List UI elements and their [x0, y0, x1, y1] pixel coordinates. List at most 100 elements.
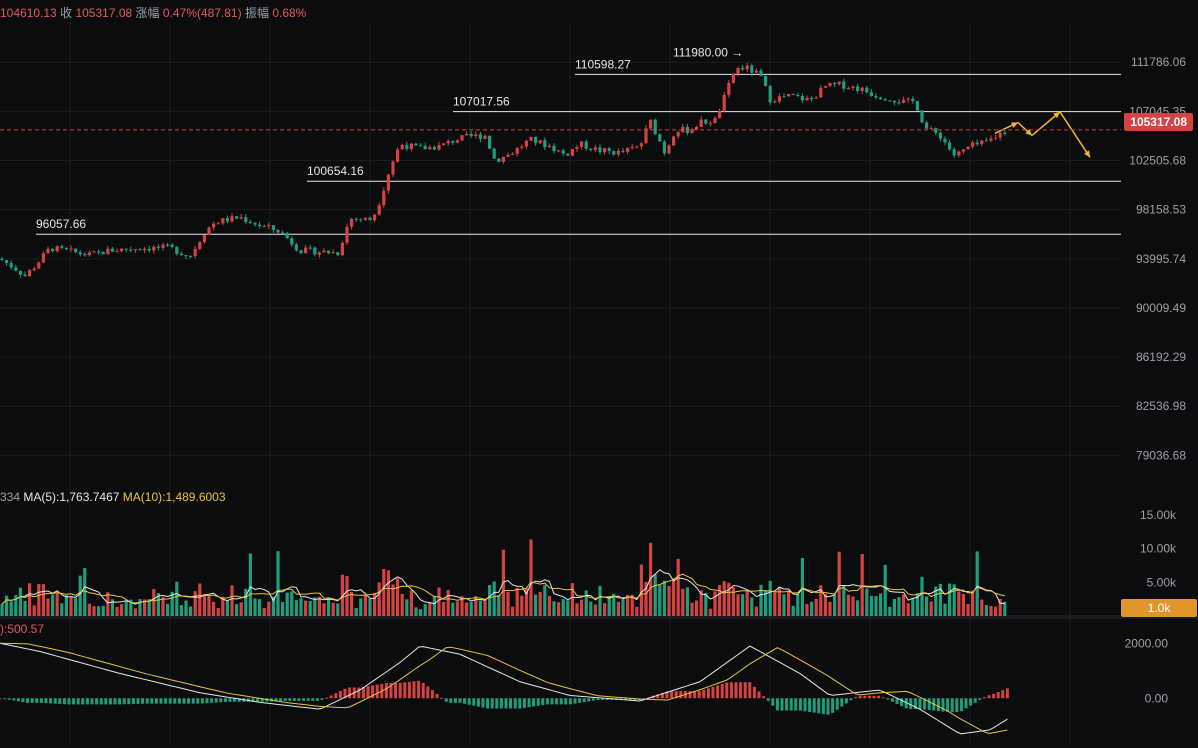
volume-bar — [474, 596, 478, 616]
candle-body — [561, 150, 565, 154]
candle-body — [290, 238, 294, 245]
macd-dea-line — [0, 642, 1008, 734]
volume-prefix: 334 — [0, 490, 21, 504]
macd-histogram-bar — [279, 698, 283, 702]
candle-body — [598, 147, 602, 153]
macd-histogram-bar — [559, 698, 563, 705]
ohlc-header: 104610.13 收 105317.08 涨幅 0.47%(487.81) 振… — [0, 4, 306, 21]
candle-body — [152, 246, 156, 251]
candle-body — [805, 97, 809, 101]
volume-bar — [87, 603, 91, 616]
volume-bar — [759, 584, 763, 616]
macd-histogram-bar — [863, 695, 867, 699]
volume-bar — [281, 601, 285, 616]
candle-body — [115, 251, 119, 253]
volume-bar — [377, 582, 381, 616]
volume-bar — [695, 600, 699, 616]
volume-bar — [336, 603, 340, 616]
macd-histogram-bar — [555, 698, 559, 705]
volume-bar — [437, 587, 441, 616]
volume-bar — [538, 591, 542, 616]
forecast-arrowhead — [1025, 128, 1032, 136]
amplitude-value: 0.68% — [272, 6, 307, 20]
volume-bar — [529, 539, 533, 616]
macd-histogram-bar — [463, 698, 467, 704]
volume-bar — [216, 607, 220, 616]
candle-body — [759, 70, 763, 76]
candle-body — [534, 136, 538, 144]
macd-histogram-bar — [831, 698, 835, 713]
candle-body — [520, 146, 524, 148]
volume-bar — [248, 553, 252, 616]
candle-body — [750, 65, 754, 73]
volume-bar — [846, 594, 850, 616]
macd-histogram-bar — [311, 698, 315, 701]
volume-bar — [612, 593, 616, 616]
volume-bar — [258, 599, 262, 616]
candle-body — [800, 95, 804, 101]
volume-bar — [32, 605, 36, 616]
macd-histogram-bar — [849, 698, 853, 701]
volume-ma10-line — [1, 573, 1005, 605]
macd-histogram-bar — [421, 682, 425, 699]
candle-body — [202, 235, 206, 243]
volume-bar — [391, 584, 395, 616]
volume-bar — [828, 601, 832, 616]
volume-bar — [175, 581, 179, 616]
level-label: 96057.66 — [36, 217, 86, 231]
candle-body — [373, 214, 377, 221]
macd-histogram-bar — [789, 698, 793, 711]
volume-bar — [262, 608, 266, 616]
candle-body — [271, 225, 275, 230]
macd-histogram-bar — [453, 698, 457, 703]
volume-bar — [814, 598, 818, 616]
macd-header: ):500.57 — [0, 622, 45, 636]
volume-bar — [722, 581, 726, 616]
volume-bar — [777, 586, 781, 616]
volume-bar — [359, 598, 363, 616]
candle-body — [704, 119, 708, 124]
macd-histogram-bar — [904, 698, 908, 709]
candle-body — [64, 247, 68, 250]
macd-histogram-bar — [697, 691, 701, 699]
macd-histogram-bar — [504, 698, 508, 709]
macd-histogram-bar — [256, 698, 260, 702]
macd-histogram-bar — [417, 680, 421, 699]
volume-bar — [685, 587, 689, 616]
macd-histogram-bar — [131, 698, 135, 705]
macd-histogram-bar — [177, 698, 181, 704]
volume-bar — [980, 599, 984, 616]
macd-histogram-bar — [398, 682, 402, 699]
volume-bar — [998, 598, 1002, 616]
macd-tick-label: 2000.00 — [1125, 636, 1169, 650]
volume-bar — [354, 607, 358, 616]
macd-histogram-bar — [435, 694, 439, 699]
volume-bar — [589, 601, 593, 616]
macd-histogram-bar — [361, 686, 365, 699]
candle-body — [593, 147, 597, 150]
volume-bar — [754, 606, 758, 616]
macd-histogram-bar — [941, 698, 945, 712]
volume-bar — [0, 604, 4, 616]
macd-histogram-bar — [127, 698, 131, 705]
candle-body — [842, 81, 846, 89]
macd-histogram-bar — [104, 698, 108, 705]
price-tick-label: 111786.06 — [1131, 55, 1186, 69]
candle-body — [879, 97, 883, 100]
volume-ma10: MA(10):1,489.6003 — [122, 490, 226, 504]
volume-bar — [37, 583, 41, 616]
volume-bar — [681, 588, 685, 616]
macd-histogram-bar — [430, 690, 434, 699]
volume-bar — [432, 596, 436, 616]
macd-histogram-bar — [702, 689, 706, 699]
candle-body — [511, 153, 515, 155]
macd-histogram-bar — [573, 698, 577, 704]
macd-histogram-bar — [334, 693, 338, 699]
candle-body — [782, 96, 786, 98]
macd-histogram-bar — [371, 685, 375, 699]
macd-histogram-bar — [628, 698, 632, 701]
macd-histogram-bar — [95, 698, 99, 705]
macd-histogram-bar — [803, 698, 807, 712]
macd-histogram-bar — [950, 698, 954, 713]
